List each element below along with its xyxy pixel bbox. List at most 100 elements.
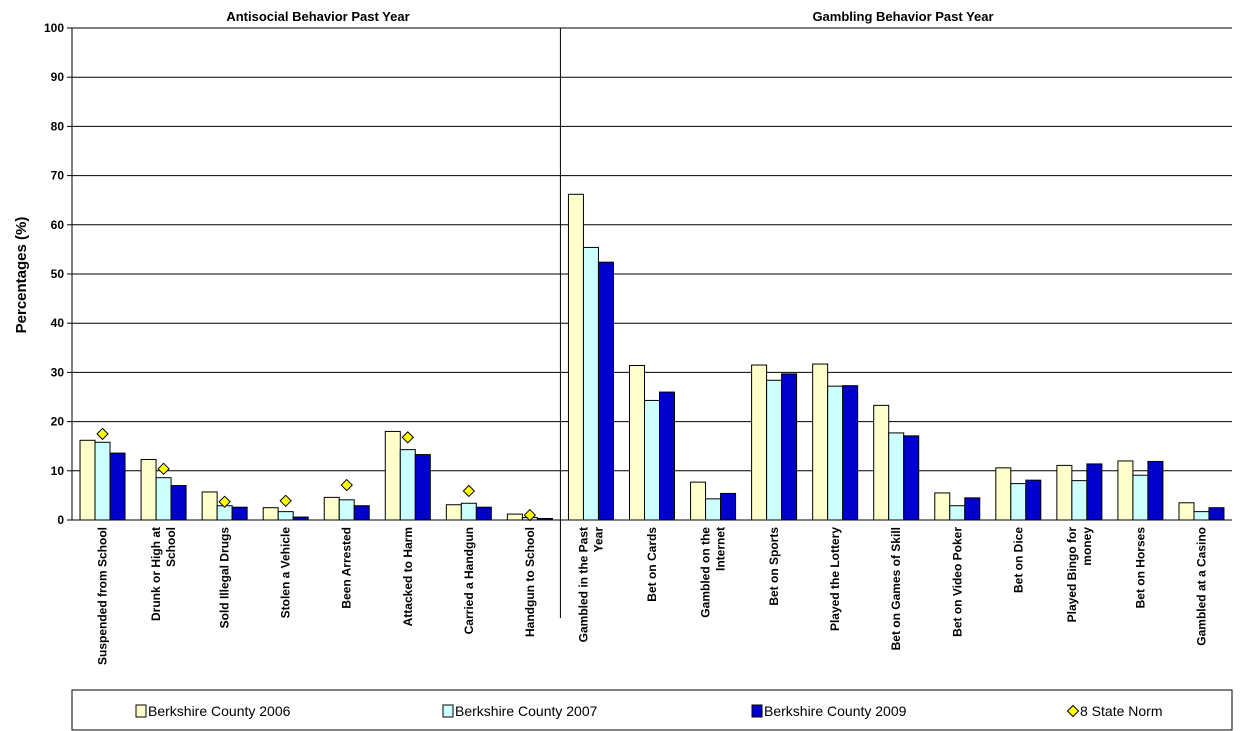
bar-berkshire-county-2009 (903, 435, 920, 521)
x-tick-label: Bet on Sports (767, 527, 781, 606)
norm-marker (96, 427, 109, 441)
norm-marker (462, 484, 476, 498)
y-tick-label: 20 (51, 415, 65, 429)
bar-berkshire-county-2009 (964, 497, 981, 521)
bar-berkshire-county-2006 (1178, 502, 1195, 521)
bar-berkshire-county-2007 (1071, 480, 1088, 521)
bar-berkshire-county-2007 (1193, 511, 1210, 521)
bar-berkshire-county-2009 (781, 373, 798, 521)
bar-berkshire-county-2007 (766, 379, 783, 521)
bar-berkshire-county-2007 (399, 449, 416, 521)
x-tick-label: Drunk or High atSchool (149, 527, 178, 621)
axes (67, 27, 1232, 618)
norm-marker (157, 462, 170, 476)
bar-berkshire-county-2006 (1117, 460, 1134, 521)
legend-swatch (751, 704, 763, 718)
x-tick-label: Attacked to Harm (401, 527, 415, 626)
y-tick-label: 60 (51, 218, 65, 232)
bar-berkshire-county-2007 (888, 432, 905, 521)
bar-berkshire-county-2006 (262, 507, 279, 521)
legend-box (71, 689, 1233, 731)
bar-berkshire-county-2006 (1056, 464, 1073, 521)
legend-swatch (135, 704, 147, 718)
x-tick-label: Sold Illegal Drugs (218, 527, 232, 629)
x-tick-label: Played Bingo formoney (1065, 527, 1094, 623)
y-tick-label: 0 (57, 513, 64, 527)
bar-berkshire-county-2009 (353, 505, 370, 521)
bar-berkshire-county-2007 (1010, 483, 1027, 521)
norm-marker (340, 478, 353, 492)
norm-marker (279, 494, 292, 508)
bar-berkshire-county-2006 (79, 439, 96, 521)
y-tick-labels: 0 10 20 30 40 50 60 70 80 90 100 (44, 21, 64, 527)
x-tick-label: Gambled in the PastYear (576, 527, 605, 643)
y-tick-label: 70 (51, 169, 65, 183)
y-tick-label: 40 (51, 316, 65, 330)
bar-berkshire-county-2009 (659, 391, 675, 521)
x-tick-label: Bet on Games of Skill (889, 527, 903, 650)
y-tick-label: 50 (51, 267, 65, 281)
panel-title-gambling: Gambling Behavior Past Year (812, 9, 993, 24)
bar-berkshire-county-2009 (170, 485, 187, 521)
y-tick-label: 10 (51, 464, 65, 478)
bar-berkshire-county-2009 (414, 454, 431, 521)
x-tick-label: Bet on Dice (1011, 527, 1025, 593)
norm-markers (96, 427, 537, 522)
y-axis-label: Percentages (%) (13, 217, 30, 334)
y-tick-label: 100 (44, 21, 64, 35)
bar-berkshire-county-2007 (582, 246, 599, 521)
legend: Berkshire County 2006 Berkshire County 20… (71, 689, 1233, 731)
bar-berkshire-county-2007 (155, 477, 172, 521)
bar-berkshire-county-2007 (949, 505, 966, 521)
x-tick-label: Been Arrested (340, 527, 354, 609)
norm-marker (401, 431, 414, 444)
x-tick-label: Suspended from School (96, 527, 110, 665)
bar-berkshire-county-2009 (109, 452, 126, 521)
x-tick-labels: Suspended from School Drunk or High atSch… (96, 527, 1209, 665)
bar-berkshire-county-2006 (445, 504, 462, 521)
x-tick-label: Gambled at a Casino (1194, 527, 1208, 646)
bar-berkshire-county-2007 (705, 498, 722, 521)
legend-label: Berkshire County 2007 (455, 703, 598, 719)
x-tick-label: Bet on Horses (1133, 527, 1147, 609)
x-tick-label: Gambled on theInternet (699, 527, 728, 618)
panel-title-antisocial: Antisocial Behavior Past Year (226, 9, 409, 24)
bar-berkshire-county-2006 (690, 481, 707, 521)
bar-berkshire-county-2009 (475, 506, 492, 521)
bar-berkshire-county-2009 (720, 492, 737, 521)
x-tick-label: Bet on Video Poker (950, 527, 964, 637)
y-tick-label: 90 (51, 70, 65, 84)
x-tick-label: Carried a Handgun (462, 527, 476, 634)
x-tick-label: Handgun to School (523, 527, 537, 637)
norm-marker (523, 508, 537, 522)
legend-label: Berkshire County 2006 (148, 703, 291, 719)
bar-berkshire-county-2006 (506, 513, 523, 521)
bar-berkshire-county-2009 (1086, 463, 1103, 521)
bar-berkshire-county-2007 (338, 499, 355, 521)
bar-berkshire-county-2006 (751, 364, 768, 521)
bar-berkshire-county-2006 (629, 365, 645, 521)
bar-berkshire-county-2006 (995, 467, 1012, 521)
x-tick-label: Bet on Cards (645, 527, 659, 602)
y-tick-label: 30 (51, 365, 65, 379)
bar-berkshire-county-2009 (597, 261, 614, 521)
legend-swatch (1066, 704, 1080, 718)
bar-berkshire-county-2006 (567, 193, 584, 521)
bar-berkshire-county-2007 (644, 399, 660, 521)
bar-berkshire-county-2007 (827, 385, 844, 521)
bar-berkshire-county-2006 (934, 492, 951, 521)
norm-marker (218, 495, 231, 509)
bar-berkshire-county-2007 (277, 511, 294, 521)
bar-berkshire-county-2009 (1025, 479, 1042, 521)
bar-berkshire-county-2006 (201, 491, 218, 521)
bar-berkshire-county-2009 (231, 506, 248, 521)
y-tick-label: 80 (51, 119, 65, 133)
bar-berkshire-county-2009 (842, 385, 859, 521)
bar-berkshire-county-2006 (812, 363, 829, 521)
bar-berkshire-county-2006 (873, 404, 890, 521)
bar-berkshire-county-2006 (140, 458, 157, 521)
x-tick-label: Played the Lottery (828, 527, 842, 631)
legend-swatch (442, 704, 454, 718)
legend-label: 8 State Norm (1080, 703, 1162, 719)
